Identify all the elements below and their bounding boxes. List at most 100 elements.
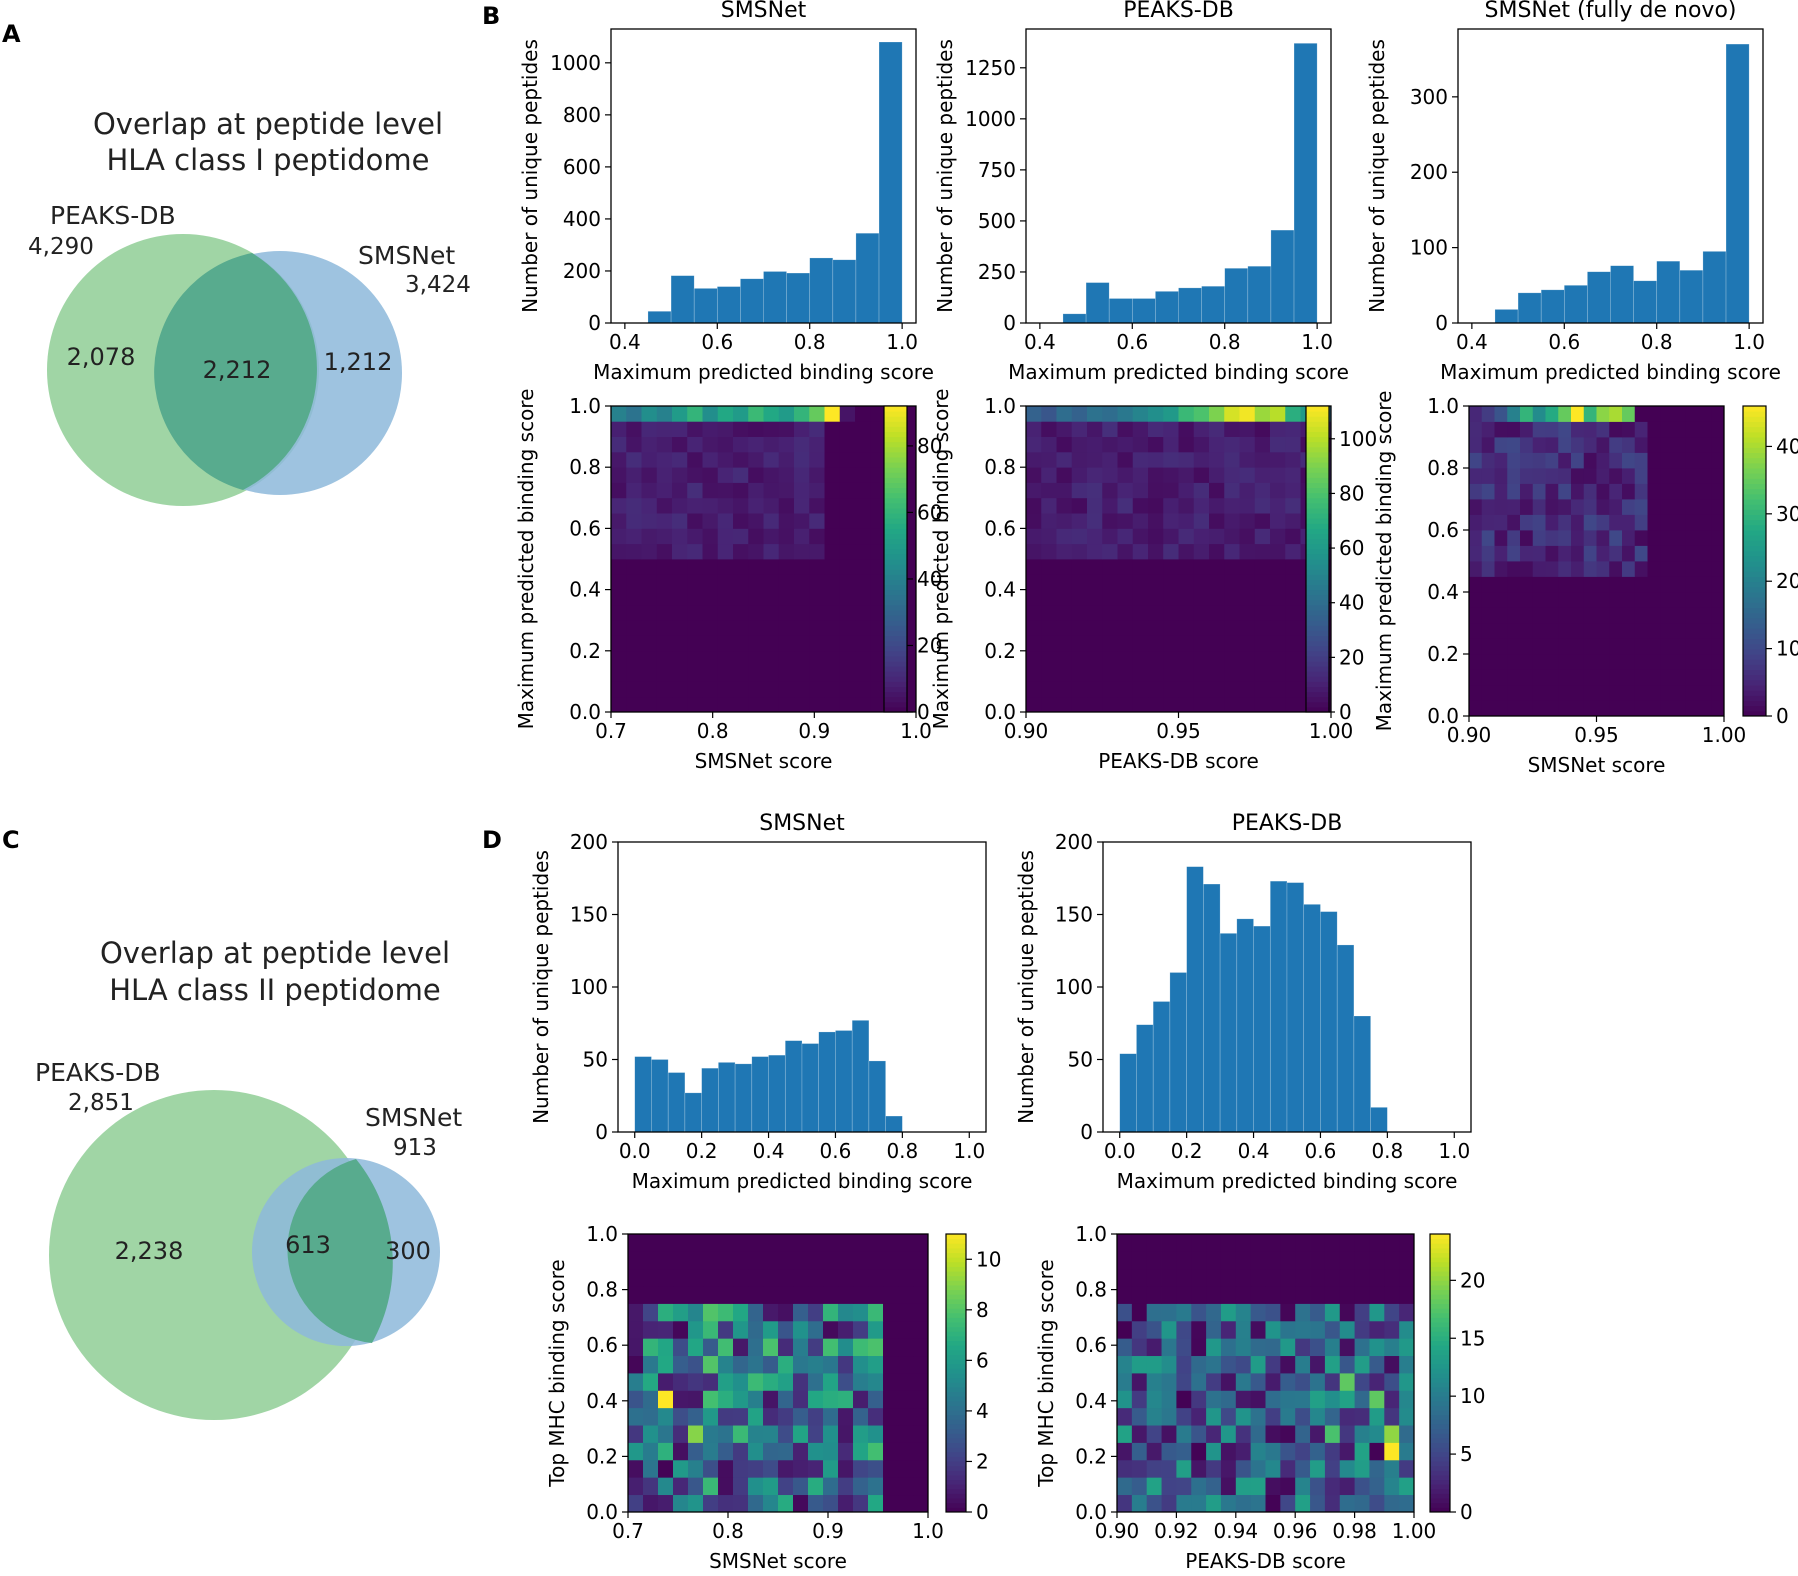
heatmap-cell xyxy=(1178,559,1195,575)
heatmap-cell xyxy=(733,1355,749,1374)
heatmap-cell xyxy=(1026,589,1042,606)
colorbar-segment xyxy=(946,1294,966,1300)
heatmap-cell xyxy=(688,1286,704,1304)
heatmap-cell xyxy=(1176,1355,1192,1374)
colorbar-segment xyxy=(1430,1414,1450,1420)
heatmap-cell xyxy=(1711,452,1725,469)
heatmap-cell xyxy=(855,482,871,499)
x-axis-label: SMSNet score xyxy=(695,749,833,773)
heatmap-cell xyxy=(1660,700,1674,717)
colorbar-segment xyxy=(1430,1386,1450,1393)
heatmap-cell xyxy=(672,604,688,621)
y-tick-label: 0.8 xyxy=(586,1278,618,1302)
heatmap-cell xyxy=(1310,1477,1326,1496)
heatmap-cell xyxy=(855,467,871,483)
heatmap-cell xyxy=(1026,696,1042,713)
heatmap-cell xyxy=(673,1286,689,1304)
heatmap-cell xyxy=(1507,576,1521,593)
axes-frame xyxy=(1116,1233,1415,1513)
heatmap-cell xyxy=(733,543,749,560)
heatmap-cell xyxy=(1685,406,1699,422)
heatmap-cell xyxy=(702,467,719,483)
heatmap-cell xyxy=(1354,1303,1370,1322)
heatmap-cell xyxy=(898,1234,914,1252)
heatmap-cell xyxy=(1146,1459,1162,1478)
heatmap-cell xyxy=(1163,666,1179,682)
x-tick-label: 0.0 xyxy=(619,1139,651,1163)
heatmap-cell xyxy=(1131,1303,1148,1322)
heatmap-cell xyxy=(898,1390,914,1409)
heatmap-cell xyxy=(1324,1373,1341,1391)
heatmap-cell xyxy=(1634,406,1648,422)
heatmap-cell xyxy=(1609,406,1623,422)
heatmap-cell xyxy=(1102,666,1118,682)
heatmap-cell xyxy=(1239,451,1256,468)
colorbar-segment xyxy=(1306,579,1329,585)
heatmap-cell xyxy=(1102,650,1118,667)
heatmap-cell xyxy=(1673,623,1687,639)
colorbar-segment xyxy=(1306,502,1329,509)
histogram-bar xyxy=(647,310,672,324)
heatmap-cell xyxy=(1469,452,1483,469)
heatmap-cell xyxy=(1507,700,1521,717)
heatmap-cell xyxy=(1583,654,1597,670)
colorbar-segment xyxy=(1743,669,1766,676)
heatmap-cell xyxy=(1494,483,1508,500)
heatmap-cell xyxy=(1295,1407,1311,1426)
heatmap-cell xyxy=(778,513,795,529)
heatmap-cell xyxy=(1295,1338,1311,1357)
heatmap-cell xyxy=(1481,607,1495,624)
heatmap-cell xyxy=(1532,530,1546,546)
heatmap-cell xyxy=(1469,607,1483,624)
heatmap-cell xyxy=(1224,436,1240,453)
heatmap-cell xyxy=(733,1477,749,1496)
y-tick-label: 1.0 xyxy=(569,394,601,418)
heatmap-cell xyxy=(1235,1320,1252,1339)
heatmap-cell xyxy=(1191,1251,1207,1270)
heatmap-cell xyxy=(1558,638,1572,655)
heatmap-cell xyxy=(672,650,688,667)
heatmap-cell xyxy=(1507,468,1521,484)
heatmap-cell xyxy=(733,635,749,652)
heatmap-cell xyxy=(748,1442,764,1461)
chart-title: SMSNet xyxy=(759,811,845,836)
y-tick-label: 0.4 xyxy=(1075,1389,1107,1413)
heatmap-cell xyxy=(1209,482,1225,499)
heatmap-cell xyxy=(1583,514,1597,531)
heatmap-cell xyxy=(1469,545,1483,562)
heatmap-cell xyxy=(717,406,734,422)
heatmap-cell xyxy=(1711,530,1725,546)
colorbar-segment xyxy=(946,1410,966,1416)
heatmap-cell xyxy=(808,1251,824,1270)
heatmap-cell xyxy=(763,1234,779,1252)
y-tick-label: 1000 xyxy=(550,51,601,75)
heatmap-cell xyxy=(763,1268,779,1287)
y-tick-label: 0.8 xyxy=(1075,1278,1107,1302)
heatmap-cell xyxy=(1176,1477,1192,1496)
heatmap-cell xyxy=(868,1390,884,1409)
colorbar-tick-label: 80 xyxy=(1339,481,1364,505)
heatmap-cell xyxy=(733,604,749,621)
colorbar-segment xyxy=(1743,561,1766,567)
heatmap-cell xyxy=(1647,483,1661,500)
heatmap-cell xyxy=(778,559,795,575)
heatmap-cell xyxy=(1056,482,1073,499)
heatmap-cell xyxy=(1254,467,1271,483)
y-tick-label: 0.0 xyxy=(1427,704,1459,728)
heatmap-cell xyxy=(611,666,627,682)
heatmap-cell xyxy=(1711,514,1725,531)
heatmap-cell xyxy=(1469,654,1483,670)
heatmap-cell xyxy=(733,1234,749,1252)
heatmap-cell xyxy=(1285,436,1301,453)
heatmap-cell xyxy=(855,421,871,437)
heatmap-cell xyxy=(672,696,688,713)
colorbar-segment xyxy=(1306,431,1329,438)
histogram-bar xyxy=(740,278,764,324)
heatmap-cell xyxy=(1609,654,1623,670)
histogram-bar xyxy=(1152,1001,1171,1133)
heatmap-cell xyxy=(1673,607,1687,624)
heatmap-cell xyxy=(1265,1355,1281,1374)
heatmap-cell xyxy=(626,696,642,713)
heatmap-cell xyxy=(1250,1425,1266,1443)
heatmap-cell xyxy=(1520,406,1534,422)
